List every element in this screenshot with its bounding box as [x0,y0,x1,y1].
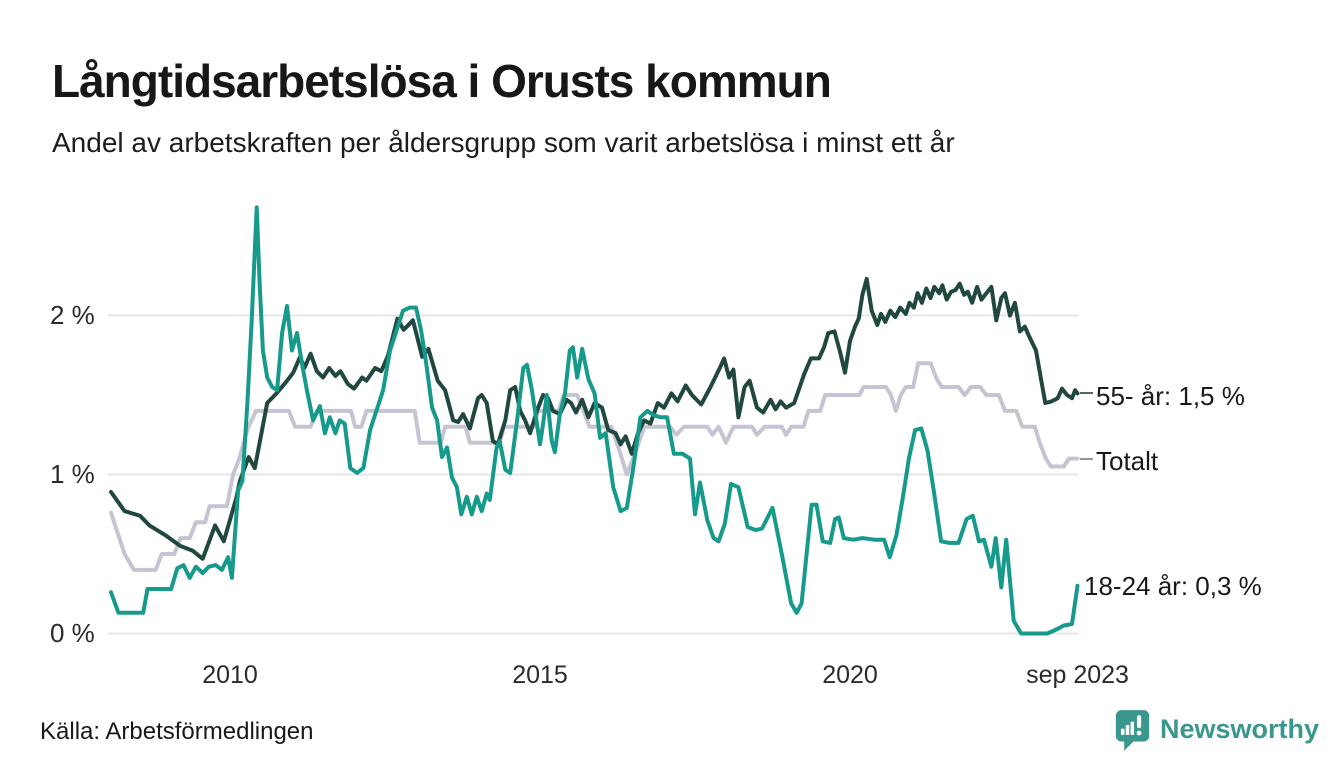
newsworthy-icon [1115,710,1150,751]
y-tick-label: 0 % [50,617,95,648]
x-tick-label: 2010 [202,661,258,689]
series-end-label-55-ar: 55- år: 1,5 % [1096,381,1245,411]
x-tick-label: 2015 [512,661,568,689]
series-end-label-18-24-ar: 18-24 år: 0,3 % [1084,571,1262,601]
source-attribution: Källa: Arbetsförmedlingen [40,718,314,745]
label-dash-totalt [1080,458,1093,460]
series-line-55-ar [109,276,1080,561]
series-end-label-totalt: Totalt [1096,446,1159,476]
newsworthy-wordmark: Newsworthy [1160,714,1320,744]
x-tick-label: sep 2023 [1026,661,1129,689]
y-tick-label: 1 % [50,458,95,489]
newsworthy-logo: Newsworthy [1114,708,1319,751]
x-tick-label: 2020 [822,661,878,689]
series-line-18-24-ar [109,205,1080,636]
label-dash-55-ar [1080,392,1093,394]
chart-title: Långtidsarbetslösa i Orusts kommun [52,55,832,107]
y-tick-label: 2 % [50,299,95,330]
chart-subtitle: Andel av arbetskraften per åldersgrupp s… [52,127,955,158]
